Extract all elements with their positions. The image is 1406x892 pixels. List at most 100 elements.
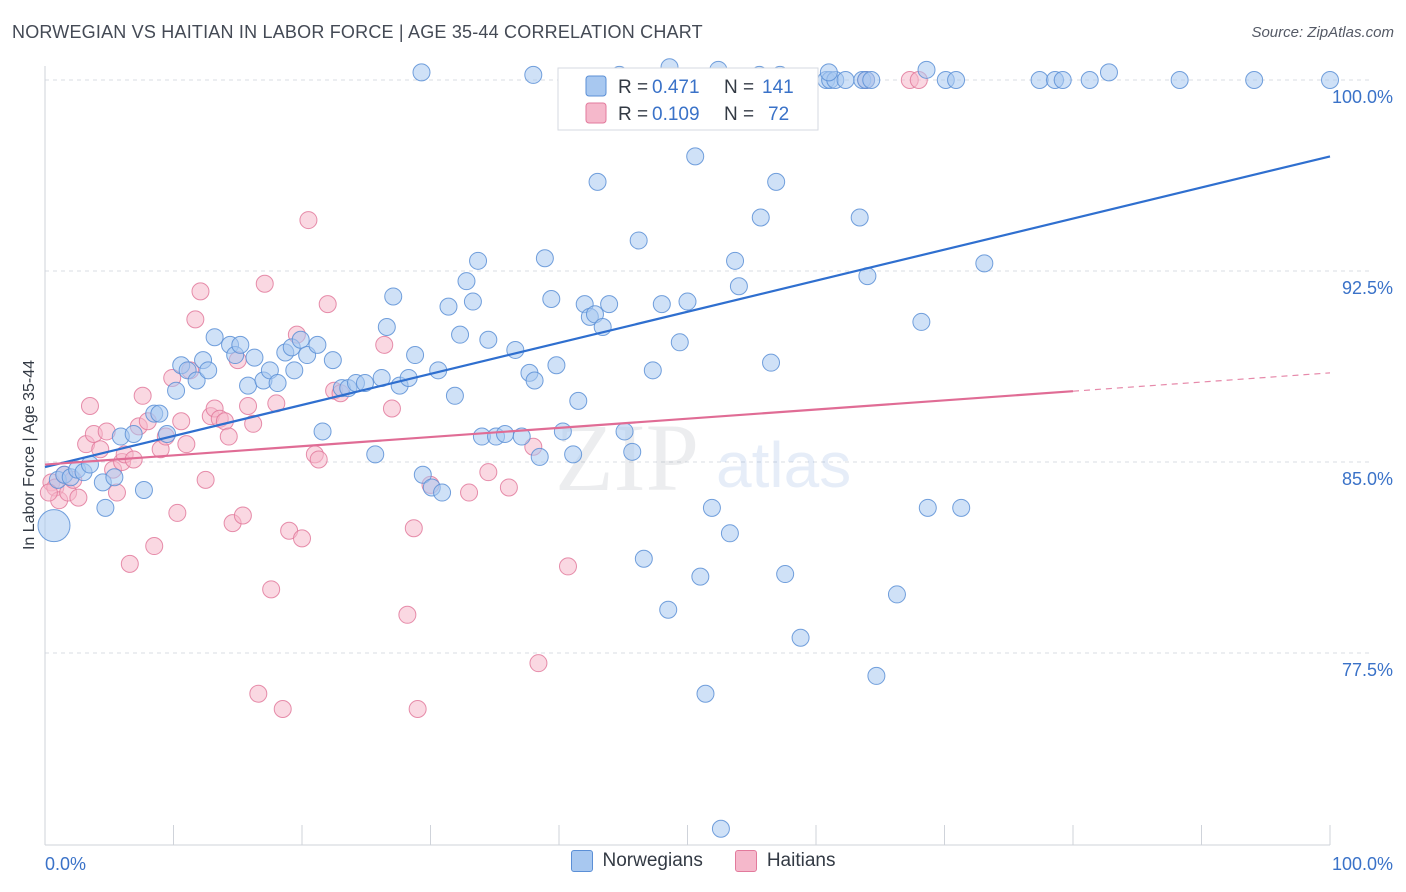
- norwegian-point: [887, 585, 906, 604]
- haitian-point: [239, 396, 258, 415]
- norwegian-point: [751, 208, 770, 227]
- norwegian-point: [729, 277, 748, 296]
- norwegian-point: [239, 376, 258, 395]
- norwegian-point: [791, 628, 810, 647]
- norwegian-point: [313, 422, 332, 441]
- haitian-point: [244, 414, 263, 433]
- haitian-point: [382, 399, 401, 418]
- norwegian-point: [547, 356, 566, 375]
- norwegian-point: [199, 361, 218, 380]
- haitian-point: [499, 478, 518, 497]
- legend-item-norwegians[interactable]: Norwegians: [570, 850, 703, 872]
- norwegian-point: [124, 424, 143, 443]
- norwegian-point: [308, 335, 327, 354]
- norwegian-point: [463, 292, 482, 311]
- norwegian-point: [412, 63, 431, 82]
- legend-swatch-pink: [585, 102, 607, 124]
- norwegian-point: [767, 172, 786, 191]
- norwegian-point: [862, 71, 881, 89]
- norwegian-point: [1099, 63, 1118, 82]
- haitian-point: [398, 605, 417, 624]
- legend-swatch-haitians: [734, 850, 757, 872]
- norwegian-point: [37, 509, 71, 543]
- haitians-trend-line-extension: [1072, 372, 1331, 392]
- legend-label-norwegians: Norwegians: [602, 850, 703, 871]
- haitian-point: [191, 282, 210, 301]
- norwegian-point: [512, 427, 531, 446]
- haitians-trend-line: [44, 390, 1074, 466]
- haitian-point: [168, 503, 187, 522]
- legend-swatch-norwegians: [570, 850, 593, 872]
- norwegian-point: [1053, 71, 1072, 89]
- norwegian-point: [836, 71, 855, 89]
- norwegian-point: [525, 371, 544, 390]
- y-tick-label-1: 85.0%: [1342, 469, 1393, 489]
- norwegian-point: [1170, 71, 1189, 89]
- norwegian-point: [634, 549, 653, 568]
- norwegian-point: [819, 63, 838, 82]
- norwegian-point: [384, 287, 403, 306]
- haitian-point: [120, 554, 139, 573]
- norwegian-point: [285, 361, 304, 380]
- norwegian-point: [711, 819, 730, 838]
- norwegian-point: [850, 208, 869, 227]
- haitian-point: [255, 274, 274, 293]
- legend-swatch-blue: [585, 75, 607, 97]
- legend-box: R = 0.471 N = 141 R = 0.109 N = 72: [557, 67, 819, 131]
- haitian-point: [145, 537, 164, 556]
- haitian-point: [262, 580, 281, 599]
- haitian-point: [309, 450, 328, 469]
- norwegian-point: [912, 312, 931, 331]
- norwegian-point: [245, 348, 264, 367]
- y-tick-labels: 77.5% 85.0% 92.5% 100.0%: [1332, 87, 1393, 680]
- axes: [44, 66, 1331, 846]
- norwegian-point: [187, 371, 206, 390]
- norwegian-point: [542, 290, 561, 309]
- norwegian-point: [291, 330, 310, 349]
- norwegian-point: [623, 442, 642, 461]
- norwegian-point: [670, 333, 689, 352]
- haitian-point: [404, 519, 423, 538]
- norwegian-point: [867, 666, 886, 685]
- haitian-point: [249, 684, 268, 703]
- x-tick-labels: 0.0% 100.0%: [45, 854, 1393, 874]
- haitian-point: [219, 427, 238, 446]
- norwegian-point: [1080, 71, 1099, 89]
- y-tick-label-0: 77.5%: [1342, 660, 1393, 680]
- legend-n-label-2: N =: [724, 104, 754, 125]
- norwegian-point: [691, 567, 710, 586]
- haitian-point: [39, 483, 58, 502]
- norwegian-point: [643, 361, 662, 380]
- norwegian-point: [496, 424, 515, 443]
- haitian-point: [186, 310, 205, 329]
- haitian-point: [233, 506, 252, 525]
- norwegian-point: [457, 272, 476, 291]
- legend-n-value-2: 72: [768, 104, 789, 125]
- legend-r-label-2: R =: [618, 104, 648, 125]
- norwegian-point: [918, 498, 937, 517]
- legend-item-haitians[interactable]: Haitians: [734, 850, 835, 872]
- legend-n-label-1: N =: [724, 77, 754, 98]
- norwegian-point: [917, 60, 936, 79]
- chart-source: Source: ZipAtlas.com: [1251, 24, 1394, 41]
- legend-r-label-1: R =: [618, 77, 648, 98]
- norwegian-point: [615, 422, 634, 441]
- grid-lines: [45, 79, 1370, 654]
- norwegian-point: [975, 254, 994, 273]
- x-tick-label-1: 100.0%: [1332, 854, 1393, 874]
- norwegian-point: [150, 404, 169, 423]
- norwegian-point: [469, 251, 488, 270]
- norwegian-point: [530, 447, 549, 466]
- haitian-point: [375, 335, 394, 354]
- norwegian-point: [439, 297, 458, 316]
- watermark-atlas: atlas: [716, 429, 851, 501]
- trend-lines: [44, 155, 1331, 469]
- norwegian-point: [569, 391, 588, 410]
- y-axis-label: In Labor Force | Age 35-44: [21, 360, 38, 550]
- norwegian-point: [720, 524, 739, 543]
- chart-title: NORWEGIAN VS HAITIAN IN LABOR FORCE | AG…: [12, 22, 703, 42]
- norwegian-point: [268, 374, 287, 393]
- norwegian-point: [588, 172, 607, 191]
- norwegian-point: [553, 422, 572, 441]
- haitian-point: [479, 463, 498, 482]
